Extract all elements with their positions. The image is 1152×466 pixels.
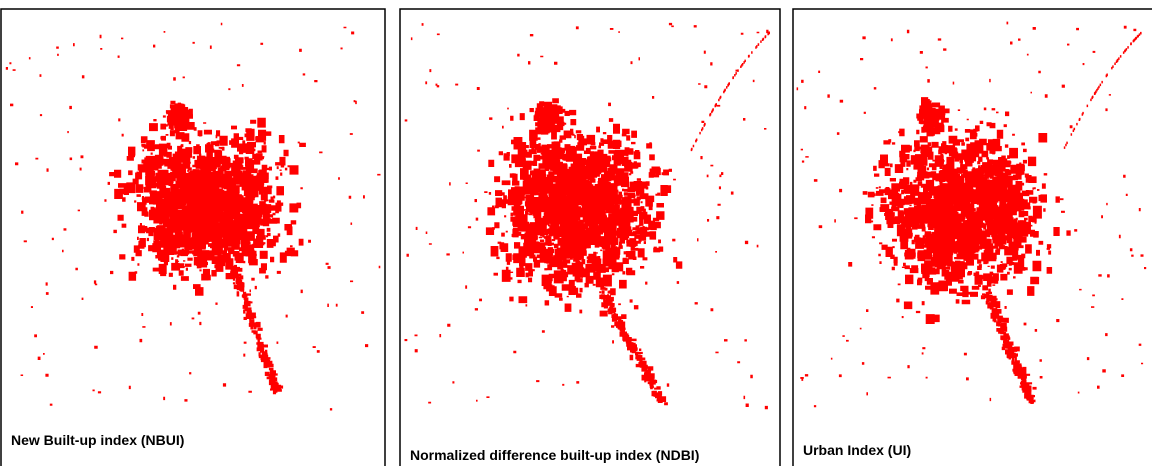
map-figure: New Built-up index (NBUI) Normalized dif… (0, 0, 1152, 466)
panel-label: Urban Index (UI) (803, 442, 911, 458)
panel-label: New Built-up index (NBUI) (11, 432, 184, 448)
panel-label: Normalized difference built-up index (ND… (410, 447, 699, 463)
page: New Built-up index (NBUI) Normalized dif… (0, 0, 1152, 466)
